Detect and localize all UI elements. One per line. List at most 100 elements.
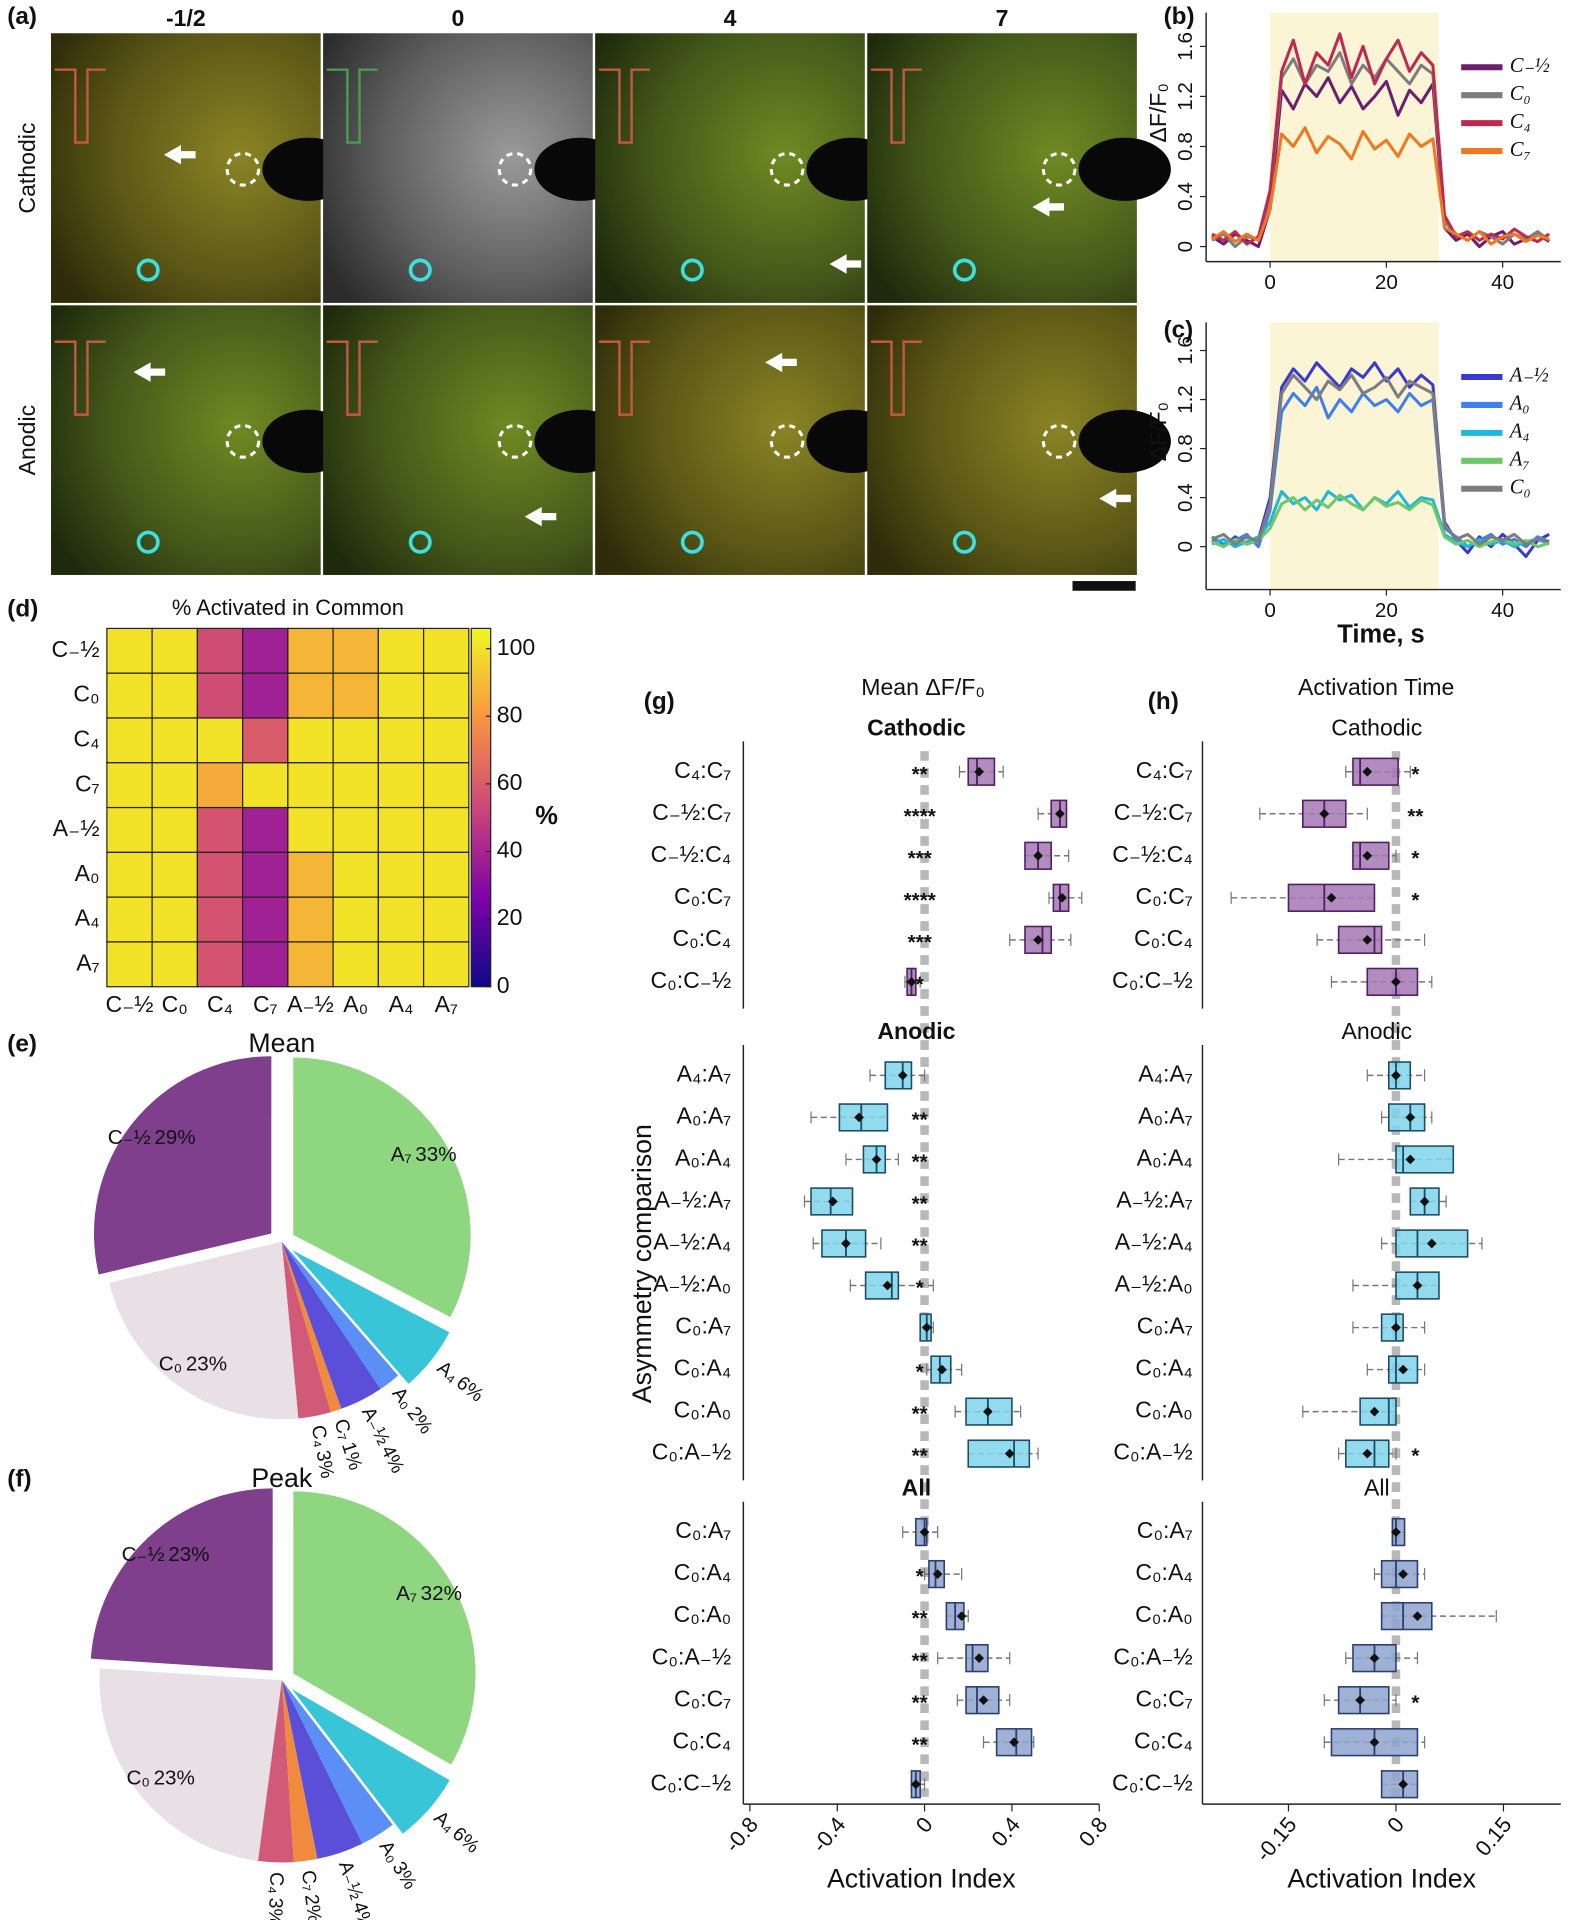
mean-marker [1362, 850, 1373, 861]
heat-cell [106, 851, 153, 898]
slice-name: C₀ [126, 1767, 149, 1790]
category-label: C₀:A₋½ [652, 1643, 731, 1669]
chart-title: Mean ΔF/F₀ [861, 674, 985, 700]
mean-marker [1369, 1406, 1380, 1417]
heat-cell [196, 627, 244, 674]
slice-name: C₋½ [108, 1126, 151, 1149]
mean-marker [1362, 1448, 1373, 1459]
legend-label: C₇ [1510, 139, 1531, 161]
pie-slice [292, 1250, 450, 1384]
category-label: C₀:A₀ [674, 1397, 732, 1423]
significance: **** [904, 889, 936, 912]
category-label: C₀:C₇ [674, 1685, 731, 1711]
significance: * [916, 1361, 924, 1384]
pie-slice [281, 1241, 331, 1419]
pie-slice [281, 1241, 399, 1390]
chart-title: Peak [251, 1463, 313, 1493]
significance: ** [912, 1607, 928, 1630]
slice-value: 4% [348, 1899, 378, 1920]
slice-name: C₇ [297, 1869, 322, 1892]
heat-cell [106, 806, 153, 853]
category-label: C₀:C₋½ [650, 967, 731, 993]
slice-value: 3% [388, 1858, 422, 1893]
slice-name: A₋½ [334, 1858, 367, 1902]
x-tick-label: 0 [1264, 599, 1275, 622]
slice-value: 3% [264, 1897, 287, 1920]
significance: * [1411, 763, 1419, 786]
y-tick-label: 1.6 [1174, 32, 1197, 61]
category-label: A₋½:A₀ [1115, 1271, 1193, 1297]
category-label: C₀:C₄ [1134, 925, 1193, 951]
category-label: C₀:C₋½ [1112, 1769, 1193, 1795]
category-label: A₋½:A₀ [653, 1271, 731, 1297]
legend-label: A₄ [1508, 421, 1530, 443]
arrow [133, 362, 166, 382]
roi-marker [408, 258, 432, 282]
significance: ** [912, 1235, 928, 1258]
slice-label: A₀3% [375, 1837, 422, 1893]
group-title: Cathodic [1331, 714, 1422, 740]
category-label: A₋½:A₇ [655, 1187, 732, 1213]
x-tick-label: 40 [1491, 599, 1514, 622]
significance: ** [912, 1691, 928, 1714]
category-label: C₀:A₄ [674, 1559, 731, 1585]
slice-value: 23% [186, 1353, 227, 1376]
slice-name: C₋½ [122, 1544, 165, 1567]
colorbar-label: % [535, 802, 558, 830]
category-label: A₋½:A₄ [653, 1229, 731, 1255]
heat-cell [151, 896, 198, 943]
roi-marker [408, 530, 432, 554]
category-label: C₀:A₋½ [652, 1439, 731, 1465]
x-tick-label: 20 [1375, 599, 1398, 622]
heat-cell [377, 762, 425, 809]
category-label: C₀:A₄ [674, 1355, 731, 1381]
category-label: A₀:A₄ [1137, 1145, 1193, 1171]
column-header: 0 [451, 5, 464, 31]
significance: ** [912, 763, 928, 786]
category-label: A₋½:A₇ [1116, 1187, 1193, 1213]
mean-marker [1369, 1653, 1380, 1664]
arrow [524, 506, 557, 527]
slice-name: C₀ [159, 1353, 182, 1376]
x-tick-label: -0.8 [720, 1812, 763, 1857]
slice-value: 2% [402, 1403, 437, 1439]
significance: ** [912, 1109, 928, 1132]
category-label: C₋½:C₄ [1112, 841, 1193, 867]
y-tick-label: 1.2 [1174, 82, 1197, 111]
roi-marker [952, 530, 976, 554]
category-label: A₋½:A₄ [1115, 1229, 1193, 1255]
significance: ** [912, 1649, 928, 1672]
arrow [829, 254, 862, 274]
heat-cell [377, 896, 425, 943]
step-trace [870, 68, 922, 144]
heat-cell [196, 896, 244, 943]
electrode-tip [497, 151, 533, 187]
slice-value: 6% [452, 1372, 488, 1407]
slice-value: 2% [300, 1893, 325, 1920]
mean-marker [921, 1322, 932, 1333]
x-axis-label: Activation Index [827, 1864, 1016, 1894]
significance: * [1411, 847, 1419, 870]
step-trace [870, 340, 922, 416]
category-label: C₀:A₄ [1135, 1559, 1192, 1585]
mean-marker [1326, 892, 1337, 903]
heat-cell [242, 717, 289, 764]
x-axis-label: Activation Index [1287, 1864, 1476, 1894]
mean-marker [1391, 1322, 1401, 1333]
significance: * [1411, 1691, 1419, 1714]
heat-cell [151, 627, 198, 674]
slice-value: 32% [421, 1583, 462, 1606]
column-label: C₀ [162, 991, 188, 1017]
significance: * [916, 973, 924, 996]
category-label: C₀:A₀ [1135, 1397, 1193, 1423]
significance: *** [908, 931, 932, 954]
slice-value: 29% [154, 1126, 195, 1149]
pie-slice [109, 1241, 299, 1420]
heat-cell [332, 627, 379, 674]
column-label: A₄ [389, 991, 414, 1017]
x-tick-label: 0 [1264, 271, 1275, 294]
heat-cell [332, 896, 379, 943]
pie-slice [281, 1241, 342, 1413]
mean-marker [974, 766, 985, 777]
